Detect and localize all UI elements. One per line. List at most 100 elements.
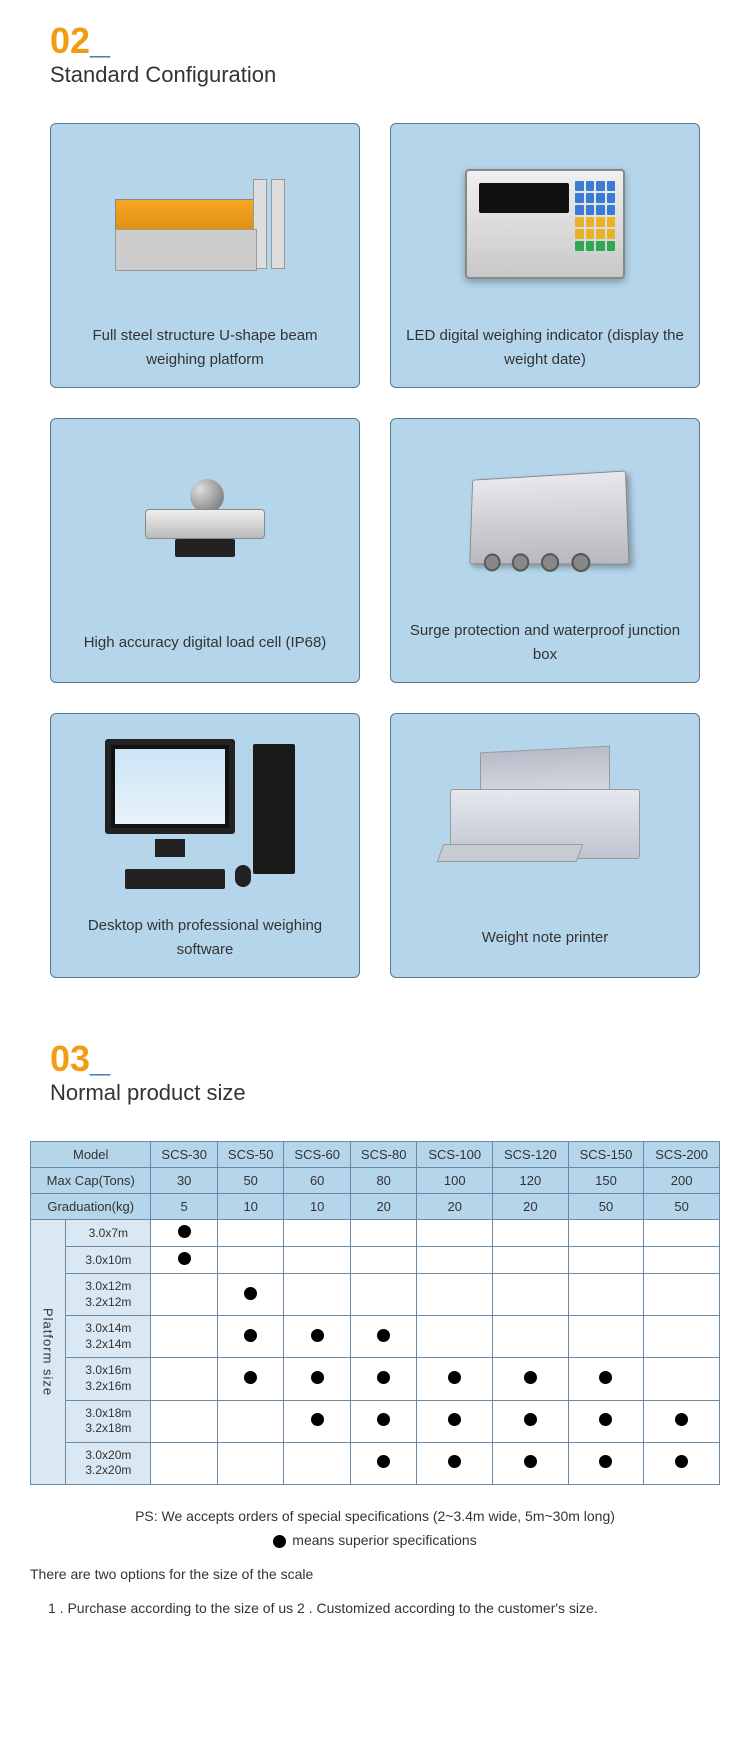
spec-cell [350,1247,417,1274]
dot-icon [448,1413,461,1426]
cell-maxcap: 50 [217,1168,284,1194]
spec-notes: PS: We accepts orders of special specifi… [0,1485,750,1654]
cell-grad: 50 [568,1194,644,1220]
spec-cell [217,1442,284,1484]
card-indicator: LED digital weighing indicator (display … [390,123,700,388]
platform-size-label: Platform size [31,1220,66,1485]
cell-maxcap: 30 [151,1168,218,1194]
spec-cell [284,1442,351,1484]
row-grad-label: Graduation(kg) [31,1194,151,1220]
col-header: SCS-150 [568,1142,644,1168]
spec-cell [284,1247,351,1274]
loadcell-image [66,434,344,604]
spec-cell [151,1274,218,1316]
spec-table-wrap: ModelSCS-30SCS-50SCS-60SCS-80SCS-100SCS-… [0,1141,750,1485]
dot-icon [599,1371,612,1384]
dot-icon [675,1413,688,1426]
dot-icon [244,1371,257,1384]
dot-icon [448,1455,461,1468]
spec-cell [350,1316,417,1358]
card-printer: Weight note printer [390,713,700,978]
card-indicator-caption: LED digital weighing indicator (display … [406,324,684,372]
cell-grad: 10 [217,1194,284,1220]
size-label: 3.0x14m3.2x14m [66,1316,151,1358]
dot-icon [599,1413,612,1426]
spec-cell [151,1220,218,1247]
col-header: SCS-30 [151,1142,218,1168]
dot-icon [311,1413,324,1426]
indicator-image [406,139,684,309]
spec-cell [217,1316,284,1358]
jbox-image [406,434,684,604]
spec-cell [644,1274,720,1316]
cell-grad: 5 [151,1194,218,1220]
section-02-num: 02 [50,20,90,61]
col-header: SCS-100 [417,1142,493,1168]
cell-grad: 20 [493,1194,569,1220]
col-header: SCS-200 [644,1142,720,1168]
spec-cell [568,1400,644,1442]
col-header: SCS-60 [284,1142,351,1168]
dot-icon [448,1371,461,1384]
spec-cell [417,1220,493,1247]
spec-cell [217,1247,284,1274]
cell-maxcap: 100 [417,1168,493,1194]
card-jbox-caption: Surge protection and waterproof junction… [406,619,684,667]
spec-cell [493,1442,569,1484]
spec-cell [217,1220,284,1247]
spec-cell [350,1220,417,1247]
cell-maxcap: 150 [568,1168,644,1194]
spec-cell [493,1274,569,1316]
spec-cell [568,1358,644,1400]
size-label: 3.0x7m [66,1220,151,1247]
dot-icon [377,1371,390,1384]
card-desktop: Desktop with professional weighing softw… [50,713,360,978]
col-header: SCS-120 [493,1142,569,1168]
col-model: Model [31,1142,151,1168]
config-cards-grid: Full steel structure U-shape beam weighi… [0,113,750,1018]
card-loadcell: High accuracy digital load cell (IP68) [50,418,360,683]
dot-icon [244,1329,257,1342]
platform-image [66,139,344,309]
col-header: SCS-50 [217,1142,284,1168]
dot-icon [377,1455,390,1468]
spec-cell [493,1316,569,1358]
size-label: 3.0x16m3.2x16m [66,1358,151,1400]
spec-cell [644,1220,720,1247]
size-label: 3.0x12m3.2x12m [66,1274,151,1316]
spec-cell [151,1247,218,1274]
cell-grad: 20 [417,1194,493,1220]
col-header: SCS-80 [350,1142,417,1168]
card-printer-caption: Weight note printer [482,914,608,962]
spec-cell [217,1358,284,1400]
card-platform-caption: Full steel structure U-shape beam weighi… [66,324,344,372]
dot-icon [599,1455,612,1468]
spec-cell [350,1442,417,1484]
spec-cell [644,1442,720,1484]
card-desktop-caption: Desktop with professional weighing softw… [66,914,344,962]
dot-icon [675,1455,688,1468]
dot-icon [524,1371,537,1384]
size-label: 3.0x20m3.2x20m [66,1442,151,1484]
spec-cell [417,1274,493,1316]
section-03-title: Normal product size [50,1080,700,1121]
spec-cell [284,1316,351,1358]
printer-image [406,729,684,899]
cell-grad: 20 [350,1194,417,1220]
dot-icon [244,1287,257,1300]
spec-cell [417,1442,493,1484]
cell-grad: 50 [644,1194,720,1220]
note-ps: PS: We accepts orders of special specifi… [30,1508,720,1524]
card-platform: Full steel structure U-shape beam weighi… [50,123,360,388]
spec-cell [217,1400,284,1442]
spec-cell [644,1316,720,1358]
cell-maxcap: 120 [493,1168,569,1194]
section-02-underscore: _ [90,20,110,61]
spec-cell [417,1358,493,1400]
spec-cell [417,1400,493,1442]
section-03-num: 03 [50,1038,90,1079]
size-label: 3.0x18m3.2x18m [66,1400,151,1442]
spec-cell [284,1220,351,1247]
spec-cell [284,1400,351,1442]
dot-icon [377,1413,390,1426]
